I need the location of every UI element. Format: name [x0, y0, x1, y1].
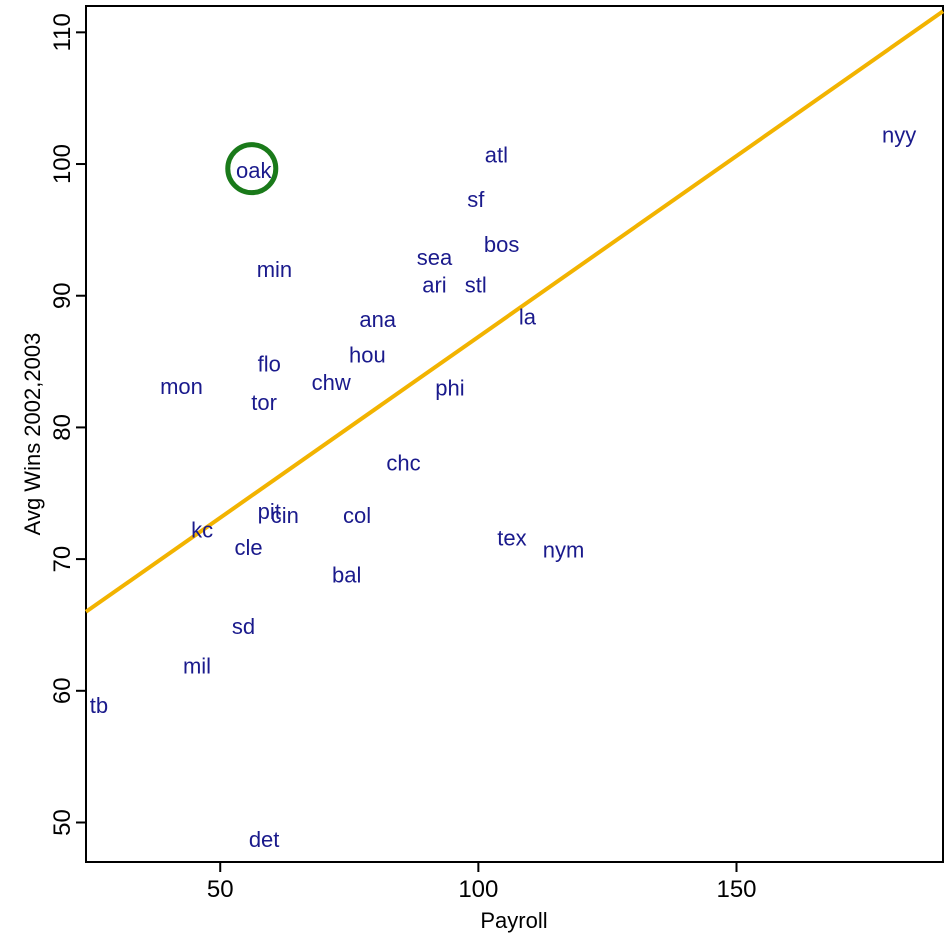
point-bal: bal — [332, 562, 361, 587]
fit-line — [84, 9, 945, 614]
point-labels: oak atl nyy sf bos sea min ari stl ana la hou flo chw… — [90, 123, 917, 853]
y-tick-label: 100 — [49, 144, 76, 184]
point-bos: bos — [484, 232, 519, 257]
point-la: la — [519, 304, 537, 329]
x-tick-label: 100 — [458, 876, 498, 903]
point-pit: pit — [258, 499, 281, 524]
point-tb: tb — [90, 693, 108, 718]
point-min: min — [257, 257, 292, 282]
point-col: col — [343, 503, 371, 528]
highlight-layer — [225, 142, 279, 196]
point-flo: flo — [258, 352, 281, 377]
point-atl: atl — [485, 142, 508, 167]
x-axis: 50 100 150 — [207, 862, 757, 903]
point-nyy: nyy — [882, 123, 916, 148]
point-mon: mon — [160, 374, 203, 399]
x-axis-title: Payroll — [480, 908, 547, 933]
point-cle: cle — [235, 535, 263, 560]
point-hou: hou — [349, 342, 386, 367]
y-axis-title: Avg Wins 2002,2003 — [20, 333, 45, 536]
point-sf: sf — [467, 187, 485, 212]
y-tick-label: 80 — [49, 414, 76, 441]
point-chw: chw — [312, 370, 351, 395]
point-sea: sea — [417, 245, 453, 270]
y-axis: 50 60 70 80 90 100 110 — [49, 13, 86, 836]
point-kc: kc — [191, 518, 213, 543]
point-ari: ari — [422, 273, 446, 298]
point-cin: cin — [271, 503, 299, 528]
highlight-circle-oak — [225, 142, 279, 196]
point-oak: oak — [236, 158, 272, 183]
point-chc: chc — [386, 450, 420, 475]
point-nym: nym — [543, 537, 585, 562]
point-ana: ana — [359, 307, 396, 332]
x-tick-label: 150 — [716, 876, 756, 903]
y-tick-label: 70 — [49, 546, 76, 573]
y-tick-label: 110 — [49, 13, 76, 51]
point-mil: mil — [183, 653, 211, 678]
point-tex: tex — [497, 526, 526, 551]
y-tick-label: 50 — [49, 809, 76, 836]
y-tick-label: 60 — [49, 677, 76, 704]
y-tick-label: 90 — [49, 282, 76, 309]
fit-line-layer — [84, 9, 945, 614]
plot-frame — [85, 5, 944, 863]
point-phi: phi — [435, 375, 464, 400]
point-tor: tor — [251, 390, 277, 415]
point-sd: sd — [232, 614, 255, 639]
point-det: det — [249, 827, 280, 852]
x-tick-label: 50 — [207, 876, 234, 903]
point-stl: stl — [465, 273, 487, 298]
